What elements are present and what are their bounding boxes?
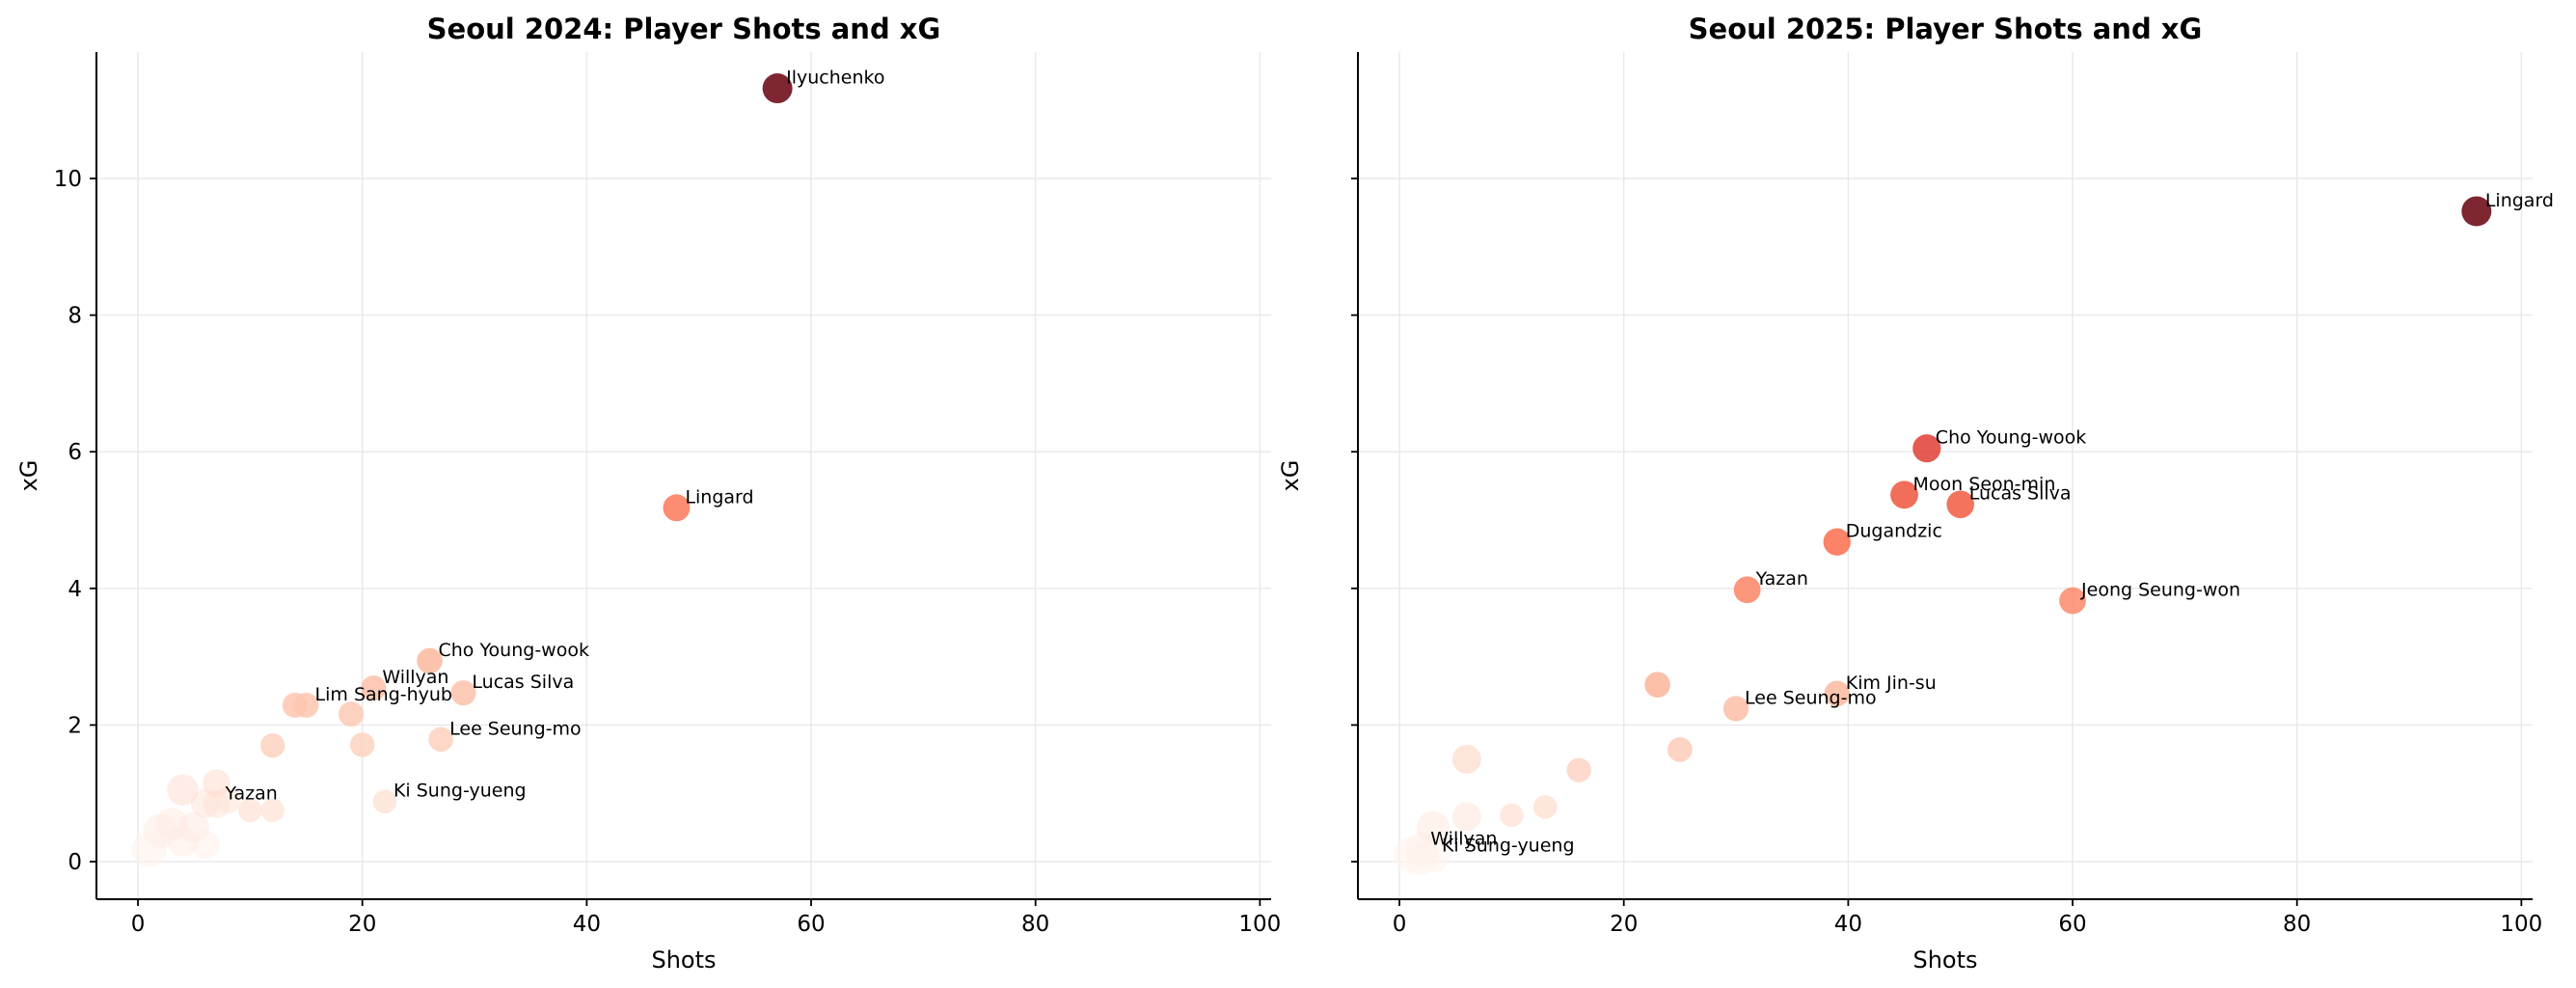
scatter-point: [2059, 587, 2086, 615]
point-label: Dugandzic: [1846, 521, 1942, 542]
point-label: Jeong Seung-won: [2080, 580, 2240, 601]
x-tick-label: 20: [1610, 912, 1638, 937]
point-label: Kim Jin-su: [1846, 672, 1937, 694]
y-axis-label: xG: [15, 460, 42, 492]
y-axis-label: xG: [1277, 460, 1304, 492]
chart-panel-2024: Seoul 2024: Player Shots and xG Shots xG…: [15, 13, 1281, 974]
scatter-point: [1566, 757, 1591, 782]
axis-ticks: 0 20 40 60 80 100 0 2 4 6 8 10: [54, 167, 1282, 937]
scatter-point: [417, 647, 443, 674]
point-label: Ki Sung-yueng: [393, 781, 527, 802]
point-label: Lee Seung-mo: [449, 718, 582, 739]
point-label: Lingard: [685, 486, 753, 508]
point-label: Cho Young-wook: [1936, 427, 2086, 449]
x-axis-label: Shots: [1912, 947, 1977, 974]
scatter-point: [339, 701, 365, 727]
axes-spines: [95, 52, 1271, 900]
scatter-point: [1824, 680, 1851, 707]
y-tick-label: 2: [68, 713, 82, 738]
scatter-point: [259, 732, 285, 758]
scatter-point: [350, 732, 375, 757]
scatter-point: [260, 798, 285, 823]
y-tick-label: 10: [54, 167, 82, 192]
scatter-point: [1912, 434, 1941, 463]
point-label: Willyan: [1430, 828, 1497, 849]
y-tick-label: 6: [68, 440, 82, 465]
point-label: Lucas Silva: [472, 672, 574, 693]
scatter-point: [361, 675, 387, 701]
scatter-point: [282, 692, 308, 718]
scatter-point: [1946, 490, 1975, 519]
x-tick-label: 80: [1021, 912, 1049, 937]
x-axis-label: Shots: [651, 947, 716, 974]
scatter-point: [428, 727, 453, 753]
scatter-point: [203, 769, 230, 797]
point-label: Lingard: [2485, 190, 2554, 211]
scatter-point: [190, 788, 220, 818]
x-tick-label: 100: [2500, 912, 2542, 937]
point-label: Cho Young-wook: [439, 640, 589, 661]
x-tick-label: 20: [348, 912, 376, 937]
chart-title: Seoul 2025: Player Shots and xG: [1689, 13, 2203, 45]
scatter-point: [1890, 480, 1918, 509]
scatter-point: [2461, 196, 2492, 227]
scatter-point: [1532, 795, 1558, 819]
scatter-point: [1823, 528, 1851, 556]
scatter-point: [372, 789, 397, 814]
point-label: Lim Sang-hyub: [315, 684, 452, 705]
y-tick-label: 0: [68, 850, 82, 875]
x-tick-label: 60: [2058, 912, 2086, 937]
point-label: Ki Sung-yueng: [1442, 835, 1575, 856]
point-label: Yazan: [1755, 568, 1808, 590]
point-label: Ilyuchenko: [786, 68, 884, 89]
scatter-point: [1500, 803, 1524, 828]
chart-panel-2025: Seoul 2025: Player Shots and xG Shots xG…: [1277, 13, 2554, 974]
scatter-point: [238, 798, 262, 823]
axes-spines: [1357, 52, 2533, 900]
x-tick-label: 0: [1393, 912, 1407, 937]
point-label: Moon Seon-min: [1913, 474, 2056, 495]
x-tick-label: 100: [1238, 912, 1281, 937]
x-tick-label: 80: [2283, 912, 2311, 937]
grid: [96, 52, 1271, 899]
point-label: Yazan: [224, 783, 277, 805]
point-label: Lee Seung-mo: [1745, 687, 1877, 708]
scatter-point: [1667, 737, 1693, 762]
scatter-point: [1722, 696, 1749, 722]
scatter-point: [663, 494, 691, 522]
y-tick-label: 4: [68, 577, 82, 602]
x-tick-label: 40: [1834, 912, 1862, 937]
scatter-point: [154, 808, 188, 841]
x-tick-label: 60: [797, 912, 825, 937]
scatter-point: [450, 680, 476, 706]
scatter-point: [1451, 802, 1481, 832]
scatter-point: [1416, 810, 1450, 844]
scatter-point: [1733, 576, 1761, 604]
scatter-point: [762, 73, 793, 104]
grid: [1358, 52, 2533, 899]
scatter-point: [1644, 672, 1670, 698]
scatter-points: Ilyuchenko Lingard Cho Young-wook Willyan Lu…: [131, 68, 884, 867]
scatter-points: Lingard Cho Young-wook Moon Seon-minLucas …: [1393, 190, 2554, 876]
x-tick-label: 40: [573, 912, 601, 937]
chart-title: Seoul 2024: Player Shots and xG: [427, 13, 941, 45]
x-tick-label: 0: [131, 912, 146, 937]
axis-ticks: 0 20 40 60 80 100: [1351, 178, 2542, 937]
scatter-point: [1451, 744, 1481, 774]
scatter-point: [167, 774, 199, 807]
point-label: Willyan: [382, 667, 448, 688]
point-label: Lucas Silva: [1969, 483, 2072, 505]
y-tick-label: 8: [68, 304, 82, 329]
